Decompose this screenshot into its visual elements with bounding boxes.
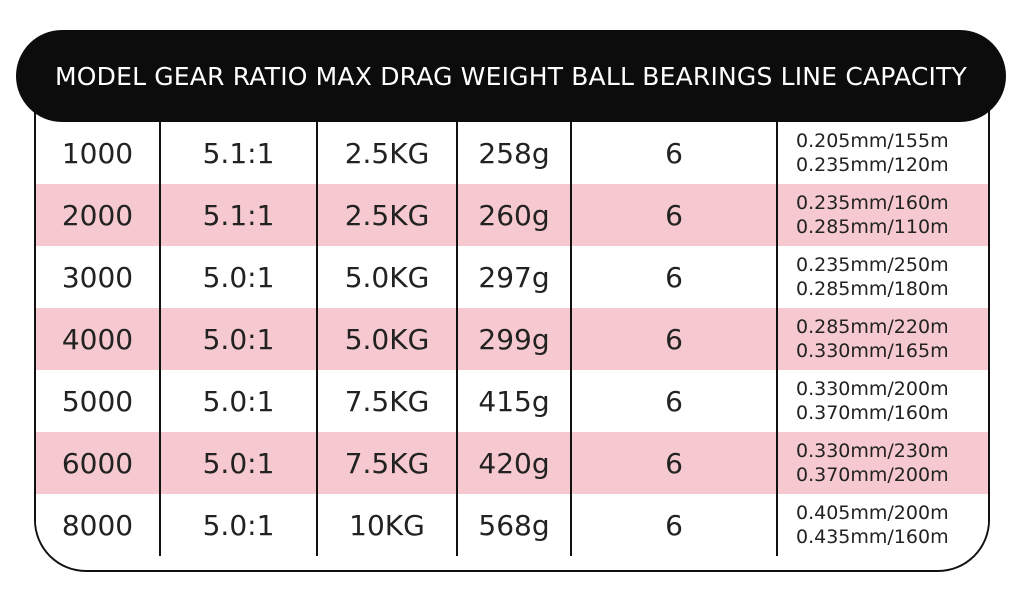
cell-line-capacity: 0.285mm/220m 0.330mm/165m	[778, 308, 988, 370]
cell-max-drag: 10KG	[318, 494, 458, 556]
table-frame: 1000 5.1:1 2.5KG 258g 6 0.205mm/155m 0.2…	[34, 72, 990, 572]
cell-ball-bearings: 6	[572, 370, 778, 432]
line-capacity-2: 0.330mm/165m	[796, 340, 949, 362]
table-body: 1000 5.1:1 2.5KG 258g 6 0.205mm/155m 0.2…	[36, 122, 988, 556]
cell-model: 4000	[36, 308, 161, 370]
line-capacity-2: 0.285mm/110m	[796, 216, 949, 238]
header-max-drag: MAX DRAG	[315, 61, 453, 91]
line-capacity-2: 0.435mm/160m	[796, 526, 949, 548]
cell-line-capacity: 0.235mm/250m 0.285mm/180m	[778, 246, 988, 308]
cell-line-capacity: 0.205mm/155m 0.235mm/120m	[778, 122, 988, 184]
line-capacity-1: 0.285mm/220m	[796, 316, 949, 338]
cell-model: 6000	[36, 432, 161, 494]
table-row: 1000 5.1:1 2.5KG 258g 6 0.205mm/155m 0.2…	[36, 122, 988, 184]
cell-ball-bearings: 6	[572, 494, 778, 556]
line-capacity-1: 0.330mm/230m	[796, 440, 949, 462]
cell-weight: 420g	[458, 432, 572, 494]
cell-max-drag: 7.5KG	[318, 432, 458, 494]
line-capacity-2: 0.370mm/160m	[796, 402, 949, 424]
header-gear-ratio: GEAR RATIO	[154, 61, 308, 91]
table-row: 8000 5.0:1 10KG 568g 6 0.405mm/200m 0.43…	[36, 494, 988, 556]
cell-ball-bearings: 6	[572, 308, 778, 370]
header-columns: MODEL GEAR RATIO MAX DRAG WEIGHT BALL BE…	[55, 62, 967, 91]
cell-model: 8000	[36, 494, 161, 556]
cell-weight: 568g	[458, 494, 572, 556]
cell-model: 3000	[36, 246, 161, 308]
cell-line-capacity: 0.330mm/200m 0.370mm/160m	[778, 370, 988, 432]
cell-ball-bearings: 6	[572, 246, 778, 308]
cell-weight: 299g	[458, 308, 572, 370]
table-row: 2000 5.1:1 2.5KG 260g 6 0.235mm/160m 0.2…	[36, 184, 988, 246]
cell-gear-ratio: 5.1:1	[161, 184, 318, 246]
line-capacity-1: 0.205mm/155m	[796, 130, 949, 152]
cell-ball-bearings: 6	[572, 184, 778, 246]
cell-ball-bearings: 6	[572, 122, 778, 184]
cell-max-drag: 5.0KG	[318, 308, 458, 370]
table-row: 5000 5.0:1 7.5KG 415g 6 0.330mm/200m 0.3…	[36, 370, 988, 432]
cell-line-capacity: 0.330mm/230m 0.370mm/200m	[778, 432, 988, 494]
cell-line-capacity: 0.405mm/200m 0.435mm/160m	[778, 494, 988, 556]
cell-ball-bearings: 6	[572, 432, 778, 494]
table-row: 4000 5.0:1 5.0KG 299g 6 0.285mm/220m 0.3…	[36, 308, 988, 370]
cell-model: 1000	[36, 122, 161, 184]
cell-max-drag: 2.5KG	[318, 184, 458, 246]
cell-max-drag: 5.0KG	[318, 246, 458, 308]
cell-model: 2000	[36, 184, 161, 246]
table-row: 3000 5.0:1 5.0KG 297g 6 0.235mm/250m 0.2…	[36, 246, 988, 308]
line-capacity-2: 0.370mm/200m	[796, 464, 949, 486]
line-capacity-2: 0.285mm/180m	[796, 278, 949, 300]
cell-gear-ratio: 5.0:1	[161, 246, 318, 308]
cell-gear-ratio: 5.0:1	[161, 432, 318, 494]
cell-line-capacity: 0.235mm/160m 0.285mm/110m	[778, 184, 988, 246]
cell-weight: 297g	[458, 246, 572, 308]
cell-gear-ratio: 5.0:1	[161, 494, 318, 556]
cell-gear-ratio: 5.0:1	[161, 370, 318, 432]
header-weight: WEIGHT	[460, 61, 564, 91]
line-capacity-1: 0.235mm/250m	[796, 254, 949, 276]
cell-max-drag: 7.5KG	[318, 370, 458, 432]
cell-weight: 260g	[458, 184, 572, 246]
table-row: 6000 5.0:1 7.5KG 420g 6 0.330mm/230m 0.3…	[36, 432, 988, 494]
cell-model: 5000	[36, 370, 161, 432]
line-capacity-2: 0.235mm/120m	[796, 154, 949, 176]
cell-gear-ratio: 5.0:1	[161, 308, 318, 370]
cell-weight: 415g	[458, 370, 572, 432]
cell-max-drag: 2.5KG	[318, 122, 458, 184]
line-capacity-1: 0.330mm/200m	[796, 378, 949, 400]
header-ball-bearings: BALL BEARINGS	[571, 61, 773, 91]
cell-gear-ratio: 5.1:1	[161, 122, 318, 184]
line-capacity-1: 0.235mm/160m	[796, 192, 949, 214]
header-line-capacity: LINE CAPACITY	[780, 61, 968, 91]
cell-weight: 258g	[458, 122, 572, 184]
header-model: MODEL	[54, 61, 147, 91]
line-capacity-1: 0.405mm/200m	[796, 502, 949, 524]
table-header: MODEL GEAR RATIO MAX DRAG WEIGHT BALL BE…	[16, 30, 1006, 122]
